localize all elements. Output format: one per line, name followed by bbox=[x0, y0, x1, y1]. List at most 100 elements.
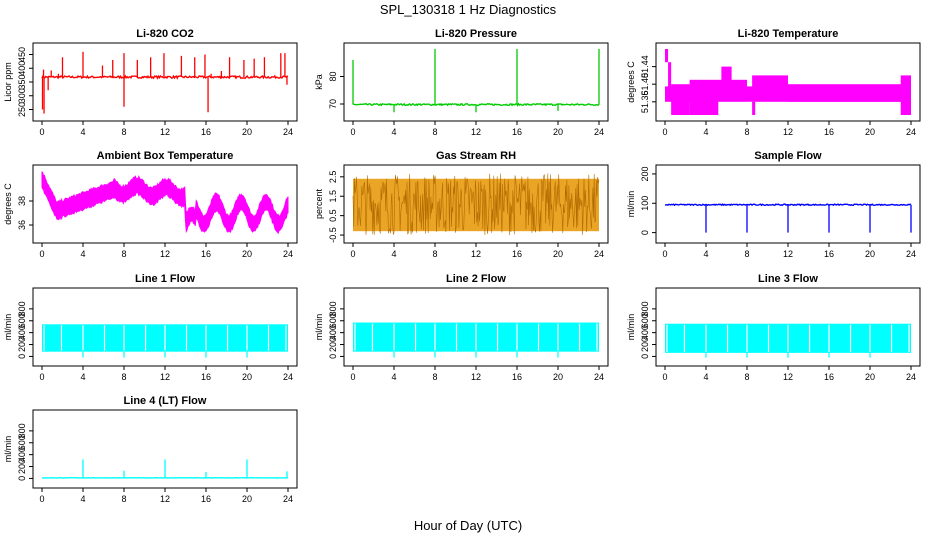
panel-line-4-lt-flow: Line 4 (LT) Flow ml/min 0 4 8 12 16 20 24 0 200400… bbox=[3, 395, 298, 504]
series-sample-flow bbox=[664, 203, 912, 233]
x-tick-label: 0 bbox=[39, 127, 44, 137]
x-tick-label: 12 bbox=[471, 372, 481, 382]
y-tick-label: 400 bbox=[640, 325, 650, 340]
panel-line-3-flow: Line 3 Flow ml/min 0 4 8 12 16 20 24 0 20040060080… bbox=[626, 273, 921, 382]
x-tick-label: 20 bbox=[865, 249, 875, 259]
x-tick-label: 24 bbox=[594, 127, 604, 137]
x-tick-label: 24 bbox=[283, 249, 293, 259]
y-tick-label: 200 bbox=[640, 166, 650, 181]
x-tick-label: 12 bbox=[160, 249, 170, 259]
panel-title: Line 4 (LT) Flow bbox=[124, 395, 207, 407]
series-li-820-pressure bbox=[352, 49, 600, 113]
x-tick-label: 8 bbox=[121, 127, 126, 137]
x-tick-label: 12 bbox=[160, 127, 170, 137]
x-tick-label: 24 bbox=[906, 372, 916, 382]
panel-title: Li-820 CO2 bbox=[136, 28, 193, 40]
x-tick-label: 24 bbox=[594, 249, 604, 259]
x-tick-label: 8 bbox=[121, 494, 126, 504]
x-tick-label: 12 bbox=[471, 249, 481, 259]
x-tick-label: 20 bbox=[242, 372, 252, 382]
x-tick-label: 0 bbox=[662, 127, 667, 137]
x-tick-label: 20 bbox=[865, 127, 875, 137]
x-tick-label: 20 bbox=[553, 127, 563, 137]
x-axis-label: Hour of Day (UTC) bbox=[413, 518, 523, 533]
x-tick-label: 4 bbox=[703, 372, 708, 382]
x-tick-label: 24 bbox=[906, 127, 916, 137]
x-tick-label: 4 bbox=[80, 372, 85, 382]
series-li-820-co2 bbox=[41, 51, 289, 114]
x-tick-label: 4 bbox=[391, 372, 396, 382]
plot-frame bbox=[32, 42, 298, 122]
y-axis-label: Licor ppm bbox=[3, 62, 13, 102]
x-tick-label: 8 bbox=[744, 372, 749, 382]
data-line bbox=[41, 74, 289, 80]
x-tick-label: 4 bbox=[391, 249, 396, 259]
y-tick-label: 200 bbox=[17, 337, 27, 352]
y-tick-label: 350 bbox=[17, 74, 27, 89]
temp-block bbox=[668, 62, 672, 98]
x-tick-label: 0 bbox=[662, 249, 667, 259]
x-tick-label: 0 bbox=[39, 494, 44, 504]
y-tick-label: 0 bbox=[640, 230, 650, 235]
x-tick-label: 16 bbox=[201, 127, 211, 137]
x-tick-label: 16 bbox=[512, 127, 522, 137]
x-tick-label: 8 bbox=[432, 249, 437, 259]
panel-title: Li-820 Temperature bbox=[738, 28, 839, 40]
x-tick-label: 0 bbox=[39, 249, 44, 259]
x-tick-label: 0 bbox=[39, 372, 44, 382]
x-tick-label: 20 bbox=[242, 127, 252, 137]
panel-title: Li-820 Pressure bbox=[435, 28, 517, 40]
y-tick-label: 800 bbox=[640, 301, 650, 316]
x-tick-label: 8 bbox=[744, 249, 749, 259]
rh-line bbox=[352, 173, 600, 236]
panel-title: Line 3 Flow bbox=[758, 273, 818, 285]
x-tick-label: 12 bbox=[160, 494, 170, 504]
y-tick-label: 0 bbox=[640, 354, 650, 359]
temp-block bbox=[721, 66, 732, 85]
y-tick-label: 0 bbox=[328, 354, 338, 359]
y-tick-label: 300 bbox=[17, 88, 27, 103]
x-tick-label: 20 bbox=[242, 249, 252, 259]
x-tick-label: 4 bbox=[80, 249, 85, 259]
y-tick-label: 70 bbox=[328, 99, 338, 109]
temp-block bbox=[665, 86, 911, 102]
series-line-3-flow bbox=[665, 323, 911, 358]
y-tick-label: 450 bbox=[17, 47, 27, 62]
x-tick-label: 24 bbox=[594, 372, 604, 382]
panel-title: Line 2 Flow bbox=[446, 273, 506, 285]
x-tick-label: 8 bbox=[121, 249, 126, 259]
series-line-4-lt-flow bbox=[41, 459, 289, 479]
x-tick-label: 24 bbox=[283, 372, 293, 382]
x-tick-label: 4 bbox=[80, 127, 85, 137]
x-tick-label: 0 bbox=[350, 127, 355, 137]
y-tick-label: 200 bbox=[17, 459, 27, 474]
x-tick-label: 20 bbox=[865, 372, 875, 382]
x-tick-label: 12 bbox=[783, 372, 793, 382]
x-tick-label: 16 bbox=[201, 372, 211, 382]
y-axis-label: ml/min bbox=[626, 314, 636, 341]
y-tick-label: 800 bbox=[17, 423, 27, 438]
x-tick-label: 0 bbox=[350, 249, 355, 259]
panel-ambient-box-temperature: Ambient Box Temperature degrees C 0 4 8 12 16 2… bbox=[3, 150, 298, 259]
data-line bbox=[664, 203, 912, 207]
x-tick-label: 20 bbox=[553, 372, 563, 382]
series-ambient-box-temperature bbox=[41, 171, 289, 235]
y-tick-label: 200 bbox=[640, 337, 650, 352]
x-tick-label: 0 bbox=[350, 372, 355, 382]
y-tick-label: 36 bbox=[17, 220, 27, 230]
y-axis-label: ml/min bbox=[3, 436, 13, 463]
y-tick-label: 400 bbox=[328, 325, 338, 340]
y-tick-label: 800 bbox=[17, 301, 27, 316]
y-axis-label: degrees C bbox=[626, 61, 636, 103]
panel-title: Line 1 Flow bbox=[135, 273, 195, 285]
x-tick-label: 16 bbox=[512, 372, 522, 382]
y-tick-label: 1.5 bbox=[328, 190, 338, 203]
y-tick-label: 0 bbox=[17, 476, 27, 481]
x-tick-label: 8 bbox=[432, 372, 437, 382]
panel-title: Gas Stream RH bbox=[436, 150, 516, 162]
panel-line-1-flow: Line 1 Flow ml/min 0 4 8 12 16 20 24 0 20040060080… bbox=[3, 273, 298, 382]
x-tick-label: 0 bbox=[662, 372, 667, 382]
x-tick-label: 16 bbox=[824, 372, 834, 382]
y-tick-label: 200 bbox=[328, 337, 338, 352]
